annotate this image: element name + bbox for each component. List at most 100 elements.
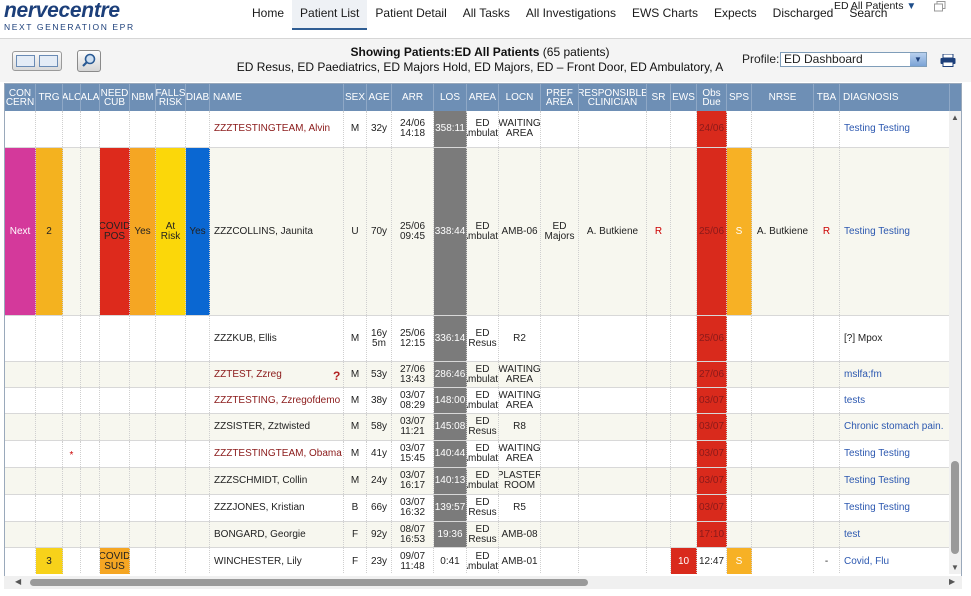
column-header-concern[interactable]: CON CERN	[5, 84, 36, 111]
cell-diag[interactable]: Testing Testing	[840, 111, 950, 147]
cell-diag[interactable]: Testing Testing	[840, 495, 950, 521]
nav-all-tasks[interactable]: All Tasks	[462, 6, 510, 20]
column-header-diab[interactable]: DIAB	[186, 84, 210, 111]
search-button[interactable]	[77, 50, 101, 72]
horizontal-scroll-thumb[interactable]	[30, 579, 588, 586]
scroll-up-icon[interactable]: ▲	[951, 113, 959, 122]
profile-select[interactable]: ED Dashboard ▼	[780, 52, 927, 67]
table-row[interactable]: ZZZTESTING, Zzregofdemo M 38y 03/07 08:29 14…	[5, 388, 950, 414]
nav-all-investigations[interactable]: All Investigations	[525, 6, 616, 20]
cell-diag[interactable]: Testing Testing	[840, 441, 950, 467]
cell-name[interactable]: ZZZTESTINGTEAM, Alvin	[210, 111, 344, 147]
cell-diab	[186, 388, 210, 413]
cell-diag[interactable]: Testing Testing	[840, 148, 950, 315]
cell-needcub	[100, 468, 130, 494]
cell-diag[interactable]: test	[840, 522, 950, 547]
column-header-sps[interactable]: SPS	[727, 84, 752, 111]
nav-discharged[interactable]: Discharged	[772, 6, 834, 20]
cell-diag[interactable]: Covid, Flu	[840, 548, 950, 574]
cell-diag[interactable]: Chronic stomach pain.	[840, 414, 950, 440]
column-header-obs[interactable]: Obs Due	[697, 84, 727, 111]
cell-name[interactable]: ZZZKUB, Ellis	[210, 316, 344, 361]
column-header-pref[interactable]: PREF AREA	[541, 84, 579, 111]
cell-age: 32y	[367, 111, 392, 147]
main-nav: Home Patient List Patient Detail All Tasks A…	[244, 0, 895, 30]
column-header-arr[interactable]: ARR	[392, 84, 434, 111]
table-row[interactable]: BONGARD, Georgie F 92y 08/07 16:53 19:36 ED R…	[5, 522, 950, 548]
table-row[interactable]: ZZSISTER, Zztwisted M 58y 03/07 11:21 145:08…	[5, 414, 950, 441]
cell-age: 23y	[367, 548, 392, 574]
vertical-scrollbar[interactable]: ▲ ▼	[949, 111, 961, 574]
print-icon[interactable]	[940, 54, 956, 67]
cell-sps	[727, 522, 752, 547]
cell-arr: 08/07 16:53	[392, 522, 434, 547]
cell-nbm	[130, 316, 156, 361]
column-header-locn[interactable]: LOCN	[499, 84, 541, 111]
scroll-left-icon[interactable]: ◀	[15, 577, 22, 586]
table-row[interactable]: ZZZKUB, Ellis M 16y 5m 25/06 12:15 336:14 ED …	[5, 316, 950, 362]
horizontal-scrollbar[interactable]: ◀ ▶	[4, 576, 962, 589]
cell-name[interactable]: BONGARD, Georgie	[210, 522, 344, 547]
cell-diag[interactable]: mslfa;fm	[840, 362, 950, 387]
column-header-age[interactable]: AGE	[367, 84, 392, 111]
nav-search[interactable]: Search	[849, 6, 888, 20]
cell-resp	[579, 548, 647, 574]
column-header-nbm[interactable]: NBM	[130, 84, 156, 111]
scroll-right-icon[interactable]: ▶	[949, 577, 956, 586]
cell-name[interactable]: WINCHESTER, Lily	[210, 548, 344, 574]
cell-name[interactable]: ZZZTESTINGTEAM, Obama	[210, 441, 344, 467]
restore-window-icon[interactable]	[934, 1, 946, 12]
column-header-sex[interactable]: SEX	[344, 84, 367, 111]
column-header-alc[interactable]: ALC	[63, 84, 81, 111]
cell-sex: B	[344, 495, 367, 521]
column-header-sr[interactable]: SR	[647, 84, 671, 111]
column-header-trg[interactable]: TRG	[36, 84, 63, 111]
table-row[interactable]: Next 2 COVID POS Yes At Risk Yes ZZZCOLLINS, J…	[5, 148, 950, 316]
nav-ews-charts[interactable]: EWS Charts	[631, 6, 698, 20]
cell-name[interactable]: ZZTEST, Zzreg	[210, 362, 344, 387]
cell-name[interactable]: ZZZJONES, Kristian	[210, 495, 344, 521]
cell-sex: M	[344, 468, 367, 494]
column-header-nrse[interactable]: NRSE	[752, 84, 814, 111]
table-row[interactable]: ZZZTESTINGTEAM, Alvin M 32y 24/06 14:18 358:…	[5, 111, 950, 148]
column-header-los[interactable]: LOS	[434, 84, 467, 111]
column-header-tba[interactable]: TBA	[814, 84, 840, 111]
cell-pref	[541, 441, 579, 467]
unit-selector[interactable]: ED All Patients ▼	[834, 0, 916, 12]
cell-name[interactable]: ZZZCOLLINS, Jaunita	[210, 148, 344, 315]
nav-home[interactable]: Home	[252, 6, 285, 20]
column-header-ews[interactable]: EWS	[671, 84, 697, 111]
column-header-diag[interactable]: DIAGNOSIS	[840, 84, 950, 111]
cell-diag[interactable]: Testing Testing	[840, 468, 950, 494]
column-header-resp[interactable]: RESPONSIBLE CLINICIAN	[579, 84, 647, 111]
cell-concern	[5, 495, 36, 521]
view-toggle-button[interactable]	[12, 51, 62, 71]
patient-count: (65 patients)	[542, 45, 610, 59]
column-header-ala[interactable]: ALA	[81, 84, 100, 111]
cell-diag[interactable]: [?] Mpox	[840, 316, 950, 361]
cell-name[interactable]: ZZSISTER, Zztwisted	[210, 414, 344, 440]
cell-alc	[63, 495, 81, 521]
cell-diag[interactable]: tests	[840, 388, 950, 413]
table-row[interactable]: 3 COVID SUS WINCHESTER, Lily F 23y 09/07 11:4…	[5, 548, 950, 574]
scroll-down-icon[interactable]: ▼	[951, 563, 959, 572]
vertical-scroll-thumb[interactable]	[951, 461, 959, 554]
column-header-name[interactable]: NAME	[210, 84, 344, 111]
table-row[interactable]: * ZZZTESTINGTEAM, Obama M 41y 03/07 15:45 140…	[5, 441, 950, 468]
column-header-needcub[interactable]: NEED CUB	[100, 84, 130, 111]
nav-patient-detail[interactable]: Patient Detail	[375, 6, 447, 20]
table-row[interactable]: ZZZJONES, Kristian B 66y 03/07 16:32 139:57 E…	[5, 495, 950, 522]
cell-name[interactable]: ZZZSCHMIDT, Collin	[210, 468, 344, 494]
cell-nbm	[130, 362, 156, 387]
cell-name[interactable]: ZZZTESTING, Zzregofdemo	[210, 388, 344, 413]
query-flag-icon[interactable]: ?	[333, 369, 341, 383]
nav-expects[interactable]: Expects	[713, 6, 757, 20]
cell-concern	[5, 362, 36, 387]
nav-patient-list[interactable]: Patient List	[292, 0, 368, 30]
table-row[interactable]: ZZZSCHMIDT, Collin M 24y 03/07 16:17 140:13 E…	[5, 468, 950, 495]
column-header-falls[interactable]: FALLS RISK	[156, 84, 186, 111]
cell-locn: WAITING AREA	[499, 111, 541, 147]
column-header-area[interactable]: AREA	[467, 84, 499, 111]
cell-locn: AMB-08	[499, 522, 541, 547]
